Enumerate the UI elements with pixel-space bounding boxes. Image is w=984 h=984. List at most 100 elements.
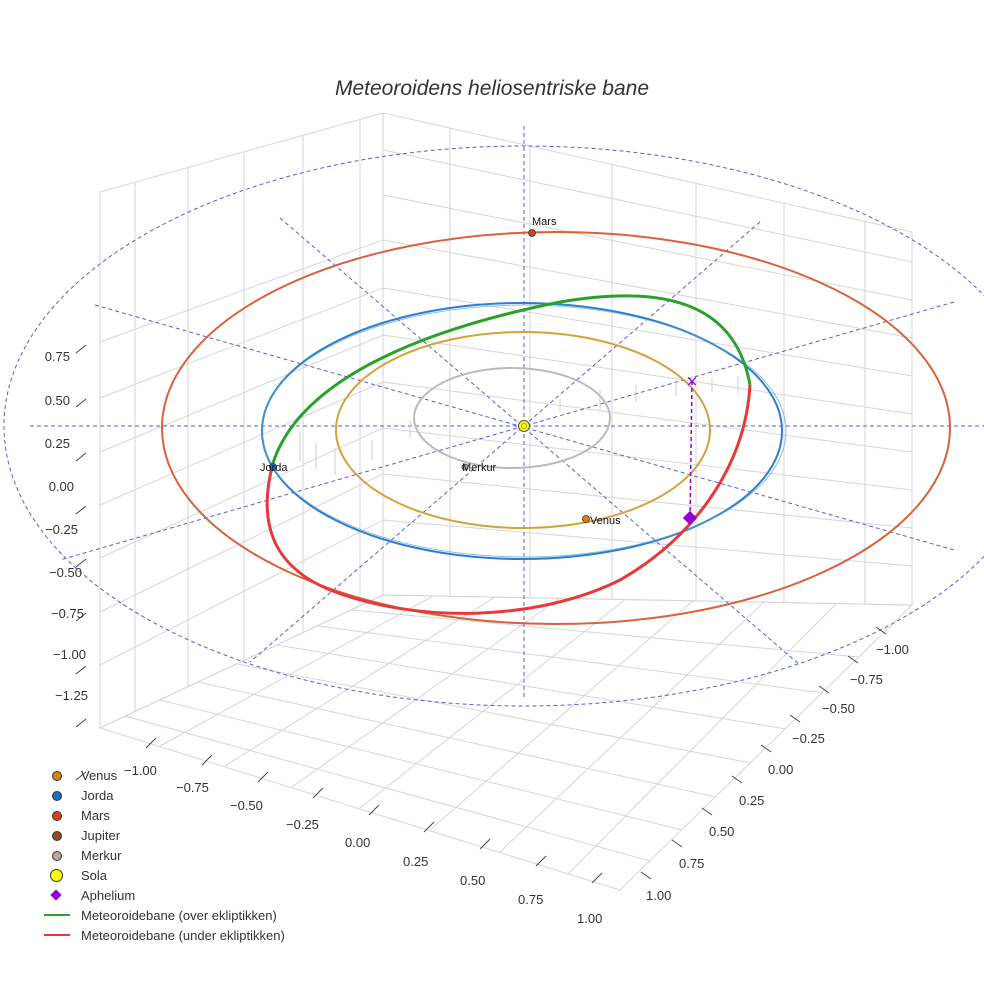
green-line-legend-icon bbox=[44, 908, 72, 922]
legend-label: Meteoroidebane (over ekliptikken) bbox=[81, 907, 277, 923]
floor-a5 bbox=[429, 599, 695, 831]
z-tick-0: 0.75 bbox=[45, 349, 70, 364]
mercury-orbit bbox=[413, 367, 611, 469]
jupiter-legend-icon bbox=[44, 828, 72, 842]
floor-b6 bbox=[317, 625, 824, 694]
x-tick-6: 0.50 bbox=[460, 873, 485, 888]
legend-label: Aphelium bbox=[81, 887, 136, 903]
earth-legend-icon bbox=[44, 788, 72, 802]
planet-markers bbox=[269, 229, 590, 523]
drop-lines bbox=[299, 376, 739, 475]
x-tick-2: −0.50 bbox=[230, 798, 263, 813]
earth-marker bbox=[269, 463, 277, 471]
chart-legend: Venus Jorda Mars Jupiter Merkur Sola Aph… bbox=[44, 765, 374, 945]
red-line-legend-icon bbox=[44, 928, 72, 942]
left-pane-h2 bbox=[99, 287, 384, 399]
legend-label: Jorda bbox=[81, 787, 114, 803]
meteoroid-orbit bbox=[265, 294, 752, 615]
meteoroid-orbit-below bbox=[265, 384, 752, 615]
back-pane-h2 bbox=[382, 194, 913, 301]
legend-label: Venus bbox=[81, 767, 118, 783]
legend-item-jupiter: Jupiter bbox=[44, 825, 374, 845]
y-tick-2: −0.50 bbox=[822, 701, 855, 716]
legend-item-aphelium: Aphelium bbox=[44, 885, 374, 905]
ecliptic-diag-1 bbox=[279, 217, 801, 666]
y-tick-3: −0.25 bbox=[792, 731, 825, 746]
legend-label: Meteoroidebane (under ekliptikken) bbox=[81, 927, 285, 943]
floor-outline bbox=[99, 594, 914, 891]
mars-label: Mars bbox=[532, 216, 557, 228]
mercury-marker bbox=[461, 463, 469, 471]
legend-item-orbit-above: Meteoroidebane (over ekliptikken) bbox=[44, 905, 374, 925]
mercury-legend-icon bbox=[44, 848, 72, 862]
left-pane-h6 bbox=[99, 473, 384, 613]
back-pane-outline bbox=[382, 112, 913, 606]
y-tick-1: −0.75 bbox=[850, 672, 883, 687]
earth-orbit-shadow bbox=[261, 304, 787, 558]
left-pane-outline bbox=[99, 112, 384, 729]
left-pane-h7 bbox=[99, 519, 384, 666]
legend-item-jorda: Jorda bbox=[44, 785, 374, 805]
back-pane-h5 bbox=[382, 334, 913, 415]
planet-orbits bbox=[161, 231, 951, 625]
x-tick-3: −0.25 bbox=[286, 817, 319, 832]
floor-b4 bbox=[236, 663, 752, 764]
y-tick-6: 0.50 bbox=[709, 824, 734, 839]
planet-labels: Mars Jorda Merkur Venus bbox=[260, 216, 621, 527]
floor-b2 bbox=[159, 699, 683, 831]
x-axis: −1.00 −0.75 −0.50 −0.25 0.00 0.25 0.50 0… bbox=[124, 737, 603, 926]
z-tick-5: −0.50 bbox=[49, 565, 82, 580]
venus-orbit bbox=[335, 331, 711, 529]
venus-label: Venus bbox=[590, 515, 621, 527]
aphelion-marker bbox=[682, 510, 698, 526]
mars-marker bbox=[528, 229, 536, 237]
back-pane-h3 bbox=[382, 239, 913, 339]
back-pane-h4 bbox=[382, 287, 913, 377]
z-tick-4: −0.25 bbox=[45, 522, 78, 537]
legend-label: Jupiter bbox=[81, 827, 121, 843]
chart-title: Meteoroidens heliosentriske bane bbox=[335, 77, 649, 100]
floor-b5 bbox=[276, 644, 787, 730]
meteoroid-orbit-above bbox=[271, 294, 752, 464]
x-tick-4: 0.00 bbox=[345, 835, 370, 850]
aphelion-group: × bbox=[682, 372, 699, 526]
y-tick-4: 0.00 bbox=[768, 762, 793, 777]
x-tick-5: 0.25 bbox=[403, 854, 428, 869]
diamond-legend-icon bbox=[44, 888, 72, 902]
left-pane-h5 bbox=[99, 427, 384, 559]
ecliptic-reference bbox=[3, 126, 984, 707]
sun-marker-inner bbox=[521, 423, 527, 429]
legend-label: Sola bbox=[81, 867, 108, 883]
y-tick-0: −1.00 bbox=[876, 642, 909, 657]
venus-marker bbox=[582, 515, 590, 523]
back-pane-h6 bbox=[382, 381, 913, 453]
legend-label: Merkur bbox=[81, 847, 122, 863]
mercury-label: Merkur bbox=[462, 462, 497, 474]
floor-a1 bbox=[159, 595, 434, 747]
back-pane-h7 bbox=[382, 427, 913, 491]
mars-legend-icon bbox=[44, 808, 72, 822]
ecliptic-diag-4 bbox=[59, 301, 955, 561]
y-axis: −1.00 −0.75 −0.50 −0.25 0.00 0.25 0.50 0… bbox=[640, 626, 909, 903]
left-pane-h3 bbox=[99, 334, 384, 453]
x-tick-0: −1.00 bbox=[124, 763, 157, 778]
z-tick-6: −0.75 bbox=[51, 606, 84, 621]
floor-a7 bbox=[567, 603, 837, 875]
left-pane-h4 bbox=[99, 381, 384, 506]
floor-b7 bbox=[351, 609, 860, 658]
earth-label: Jorda bbox=[260, 462, 288, 474]
legend-item-orbit-below: Meteoroidebane (under ekliptikken) bbox=[44, 925, 374, 945]
aphelion-projection-marker: × bbox=[686, 372, 699, 390]
z-axis: 0.75 0.50 0.25 0.00 −0.25 −0.50 −0.75 −1… bbox=[45, 344, 88, 781]
back-pane-h8 bbox=[382, 473, 913, 529]
z-tick-1: 0.50 bbox=[45, 393, 70, 408]
legend-item-venus: Venus bbox=[44, 765, 374, 785]
aphelion-projection-line bbox=[689, 380, 693, 519]
venus-legend-icon bbox=[44, 768, 72, 782]
z-tick-8: −1.25 bbox=[55, 688, 88, 703]
left-pane-h1 bbox=[99, 239, 384, 343]
legend-item-merkur: Merkur bbox=[44, 845, 374, 865]
z-tick-2: 0.25 bbox=[45, 436, 70, 451]
x-tick-1: −0.75 bbox=[176, 780, 209, 795]
z-tick-3: 0.00 bbox=[49, 479, 74, 494]
